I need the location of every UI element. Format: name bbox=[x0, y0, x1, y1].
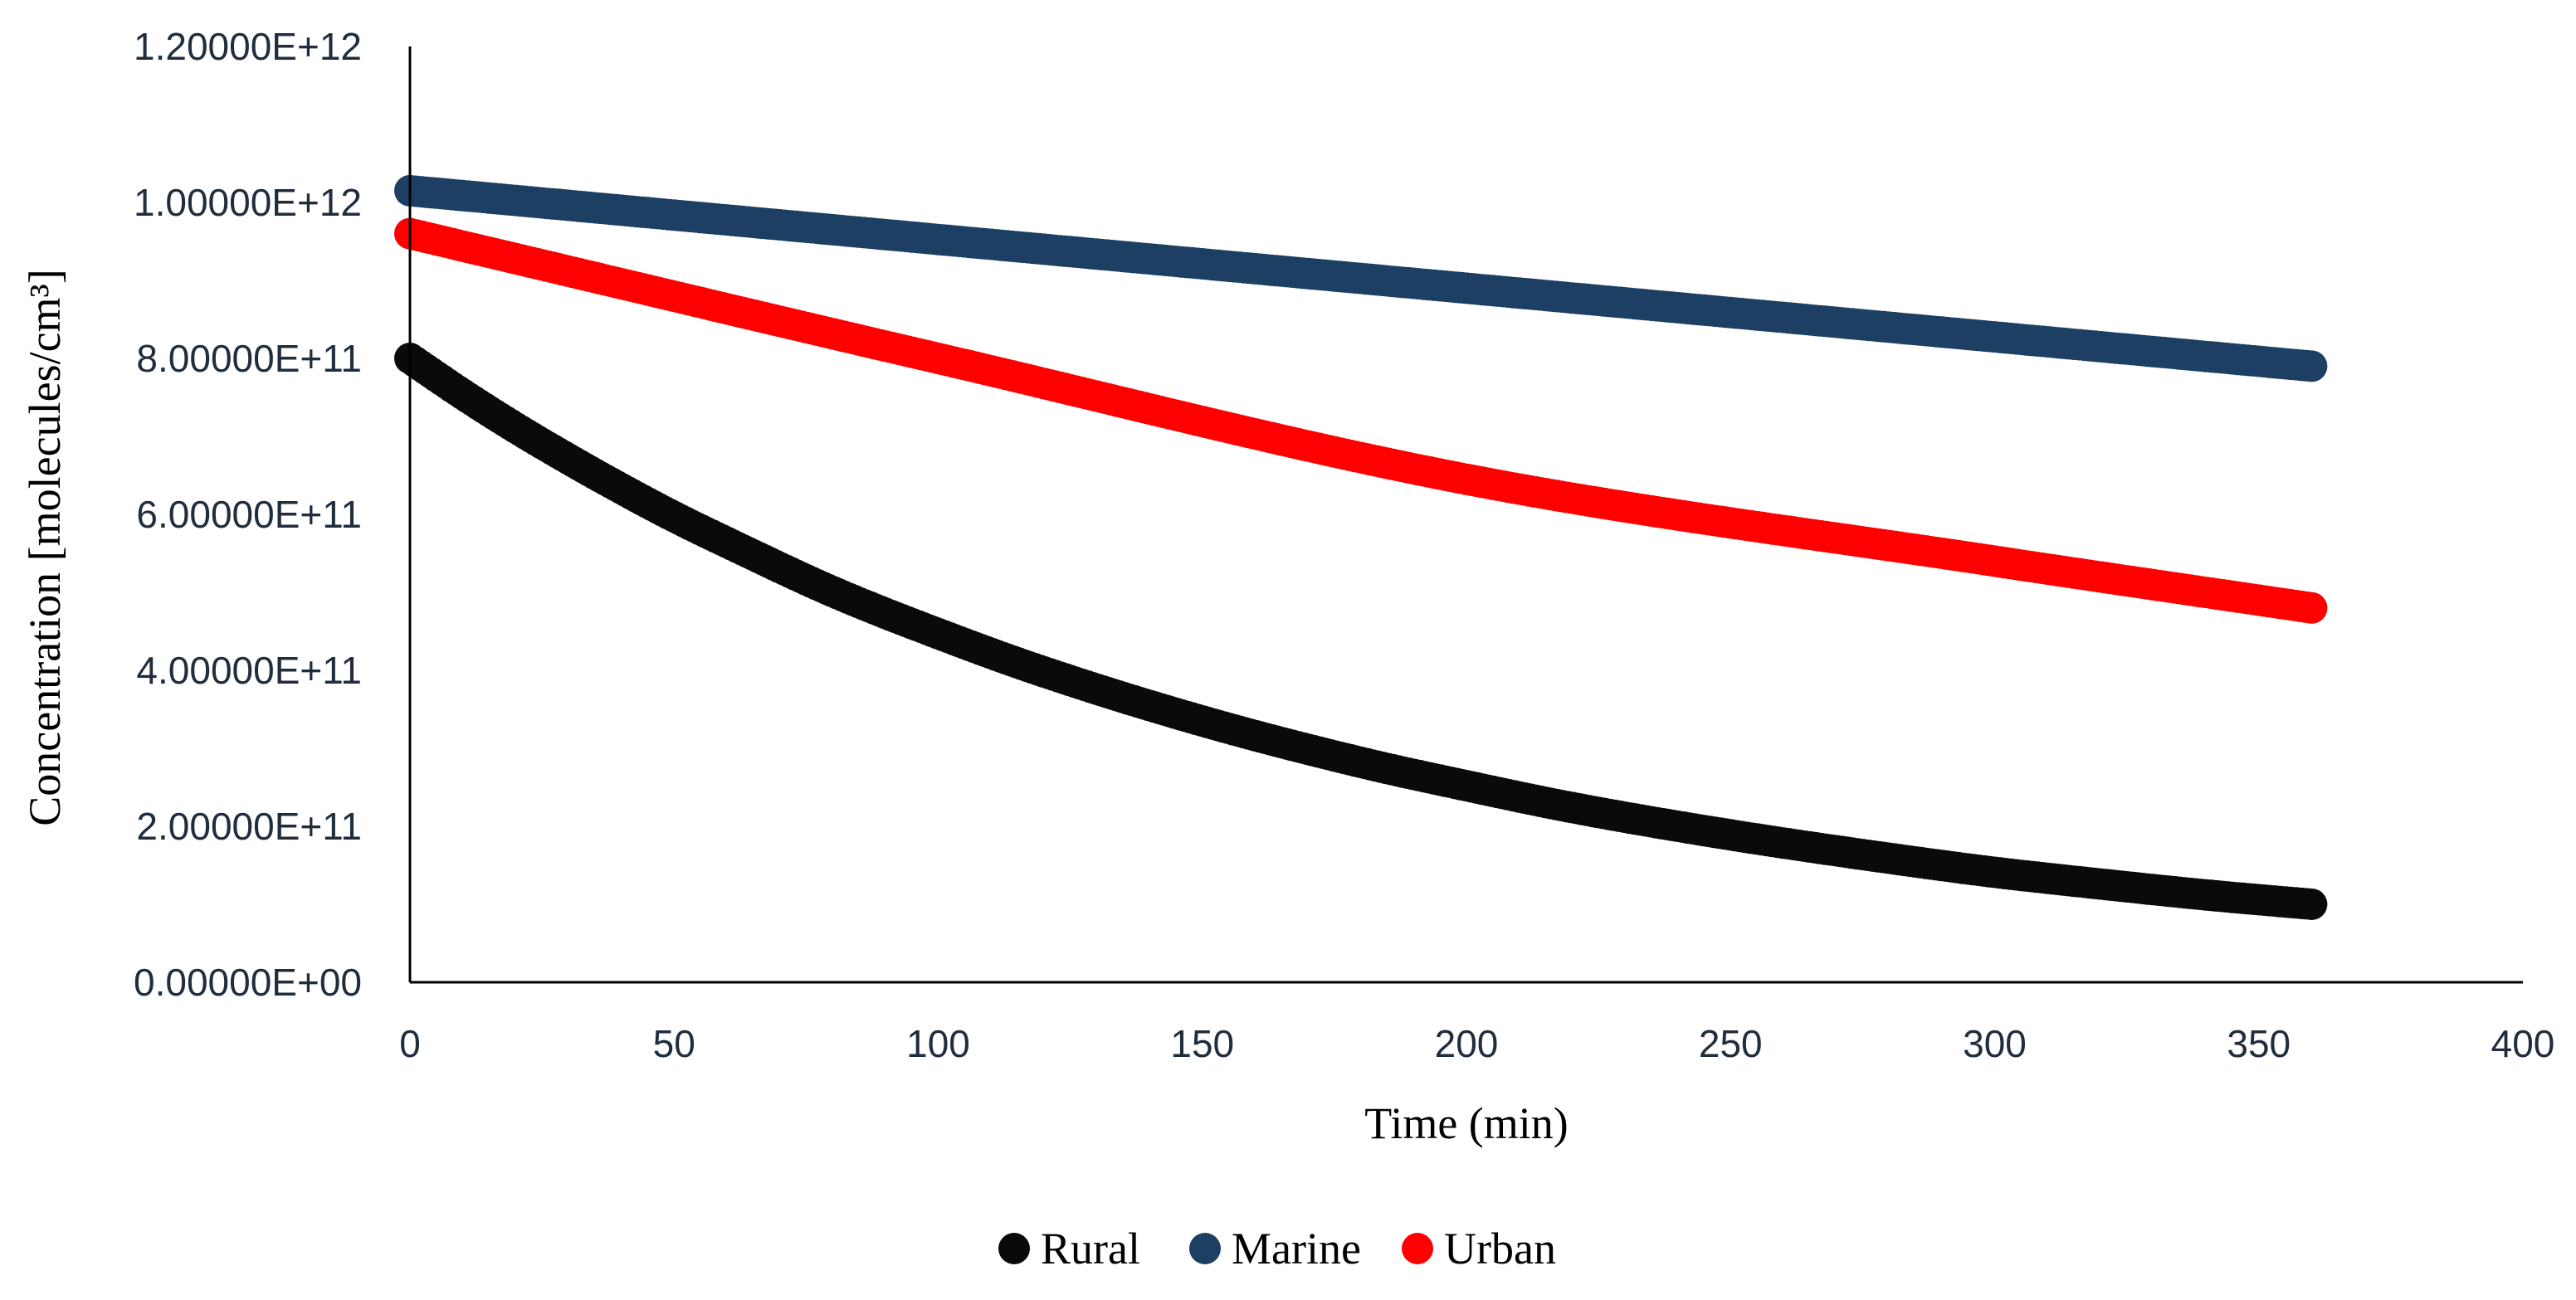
y-tick-label: 6.00000E+11 bbox=[136, 493, 362, 536]
y-tick-label: 4.00000E+11 bbox=[136, 649, 362, 692]
y-tick-label: 1.00000E+12 bbox=[134, 181, 362, 224]
legend: Rural Marine Urban bbox=[998, 1224, 1556, 1273]
data-point bbox=[2295, 592, 2328, 624]
series-marine bbox=[394, 174, 2328, 382]
y-axis-title: Concentration [molecules/cm³] bbox=[20, 269, 70, 825]
x-tick-label: 250 bbox=[1699, 1022, 1763, 1065]
legend-marker bbox=[998, 1233, 1030, 1264]
x-axis-ticks: 0 50 100 150 200 250 300 350 400 bbox=[399, 1022, 2554, 1065]
y-tick-label: 8.00000E+11 bbox=[136, 337, 362, 380]
y-tick-label: 0.00000E+00 bbox=[134, 961, 362, 1004]
x-tick-label: 350 bbox=[2227, 1022, 2291, 1065]
data-point bbox=[2295, 889, 2328, 920]
legend-marker bbox=[1402, 1233, 1433, 1264]
x-tick-label: 400 bbox=[2491, 1022, 2555, 1065]
x-tick-label: 0 bbox=[399, 1022, 421, 1065]
y-tick-label: 1.20000E+12 bbox=[134, 25, 362, 68]
legend-marker bbox=[1189, 1233, 1221, 1264]
x-tick-label: 200 bbox=[1435, 1022, 1499, 1065]
x-tick-label: 50 bbox=[653, 1022, 695, 1065]
legend-label: Marine bbox=[1232, 1224, 1361, 1273]
y-axis-ticks: 0.00000E+00 2.00000E+11 4.00000E+11 6.00000… bbox=[134, 25, 362, 1004]
series-rural bbox=[394, 343, 2328, 920]
x-tick-label: 150 bbox=[1170, 1022, 1234, 1065]
series-layer bbox=[394, 174, 2328, 920]
data-point bbox=[2295, 350, 2328, 382]
x-tick-label: 100 bbox=[906, 1022, 970, 1065]
legend-label: Urban bbox=[1444, 1224, 1556, 1273]
y-tick-label: 2.00000E+11 bbox=[136, 805, 362, 848]
legend-label: Rural bbox=[1041, 1224, 1140, 1273]
x-tick-label: 300 bbox=[1963, 1022, 2027, 1065]
x-axis-title: Time (min) bbox=[1364, 1098, 1569, 1148]
series-urban bbox=[394, 217, 2328, 624]
